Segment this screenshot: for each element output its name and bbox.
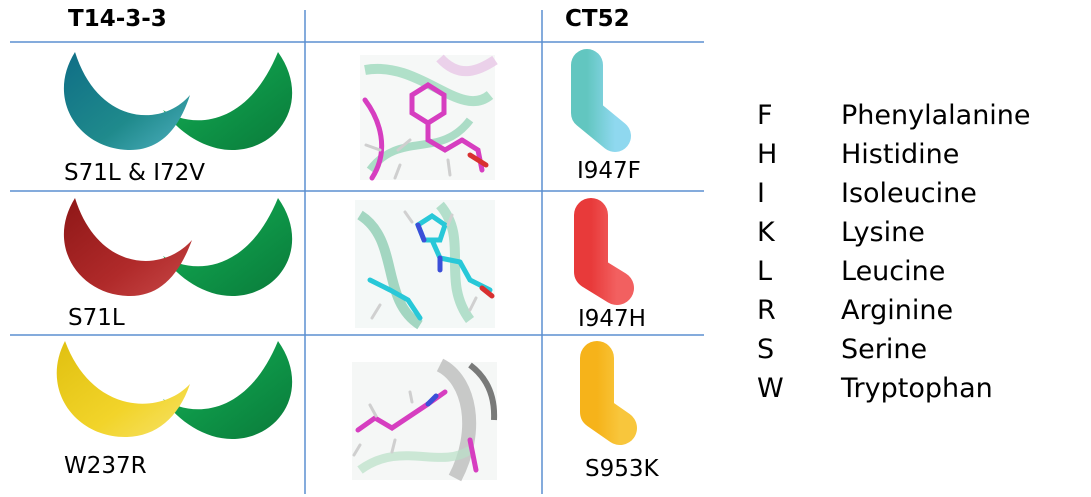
legend-name: Phenylalanine: [841, 100, 1031, 131]
t14-mutation-label-row3: W237R: [64, 453, 147, 479]
legend-name: Histidine: [841, 139, 960, 170]
crescent-t14-3-3: [56, 341, 191, 437]
crescent-pair-row2: [63, 198, 293, 296]
t14-mutation-label-row1: S71L & I72V: [64, 160, 206, 186]
legend-code: W: [757, 373, 784, 404]
crescent-pair-row1: [63, 52, 293, 150]
legend-name: Tryptophan: [841, 373, 993, 404]
legend-name: Lysine: [841, 217, 925, 248]
crescent-partner: [163, 52, 293, 150]
legend-code: F: [757, 100, 773, 131]
legend-item: H Histidine: [757, 135, 1031, 174]
legend-item: F Phenylalanine: [757, 96, 1031, 135]
legend-item: K Lysine: [757, 213, 1031, 252]
ct52-mutation-label-row1: I947F: [577, 158, 641, 184]
structure-image-row3: [352, 358, 498, 482]
ct52-shape-row1: [571, 49, 631, 152]
legend-code: S: [757, 334, 775, 365]
legend-code: L: [757, 256, 773, 287]
amino-acid-legend: F Phenylalanine H Histidine I Isoleucine…: [757, 96, 1031, 408]
t14-mutation-label-row2: S71L: [68, 305, 125, 331]
ct52-mutation-label-row3: S953K: [585, 456, 659, 482]
legend-item: S Serine: [757, 330, 1031, 369]
header-ct52: CT52: [565, 6, 630, 32]
crescent-t14-3-3: [63, 198, 192, 296]
crescent-t14-3-3: [63, 52, 190, 150]
legend-item: I Isoleucine: [757, 174, 1031, 213]
header-t14-3-3: T14-3-3: [68, 6, 167, 32]
legend-code: H: [757, 139, 778, 170]
structure-image-row1: [360, 54, 498, 181]
legend-name: Isoleucine: [841, 178, 977, 209]
legend-code: R: [757, 295, 776, 326]
crescent-partner: [163, 198, 293, 296]
ct52-shape-row2: [574, 198, 634, 305]
crescent-pair-row3: [56, 341, 293, 439]
legend-code: I: [757, 178, 765, 209]
structure-image-row2: [355, 200, 495, 330]
legend-name: Leucine: [841, 256, 946, 287]
crescent-partner: [163, 341, 293, 439]
legend-item: L Leucine: [757, 252, 1031, 291]
legend-name: Arginine: [841, 295, 954, 326]
table-grid: [10, 10, 704, 494]
ct52-mutation-label-row2: I947H: [578, 306, 646, 332]
legend-code: K: [757, 217, 775, 248]
legend-item: W Tryptophan: [757, 369, 1031, 408]
legend-name: Serine: [841, 334, 928, 365]
ct52-shape-row3: [580, 341, 637, 445]
legend-item: R Arginine: [757, 291, 1031, 330]
